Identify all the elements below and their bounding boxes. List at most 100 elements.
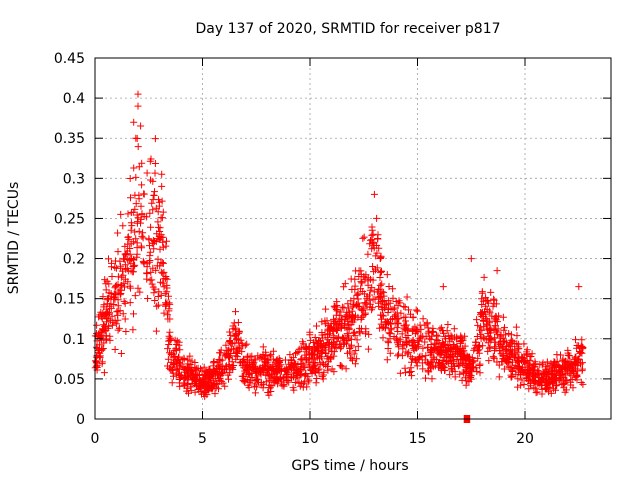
data-point xyxy=(103,277,111,285)
y-tick-label: 0 xyxy=(76,412,85,428)
data-point xyxy=(250,382,258,390)
data-point xyxy=(482,294,490,302)
data-point xyxy=(344,304,352,312)
data-point xyxy=(160,309,168,317)
data-point xyxy=(394,319,401,327)
data-point xyxy=(434,332,442,340)
data-point xyxy=(159,208,167,216)
data-point xyxy=(479,297,487,305)
data-point xyxy=(134,143,142,151)
data-point xyxy=(412,356,420,364)
data-point xyxy=(395,350,402,358)
data-point xyxy=(517,381,525,389)
data-point xyxy=(442,353,450,361)
data-point xyxy=(476,369,484,377)
data-point-peak xyxy=(467,255,475,263)
data-point xyxy=(451,363,458,370)
data-point xyxy=(400,314,408,321)
data-point xyxy=(143,269,151,277)
data-point xyxy=(114,302,122,310)
data-point xyxy=(138,181,146,189)
data-point xyxy=(368,236,376,244)
data-point xyxy=(272,376,280,384)
data-point xyxy=(456,361,464,369)
data-point xyxy=(175,353,183,361)
data-point xyxy=(350,350,358,358)
data-point xyxy=(414,307,421,315)
data-point xyxy=(306,331,314,339)
data-point xyxy=(222,352,230,360)
data-point xyxy=(121,315,129,323)
data-point xyxy=(555,362,563,370)
data-point xyxy=(368,304,376,312)
data-point xyxy=(144,295,152,302)
data-point xyxy=(126,175,134,182)
data-point xyxy=(320,344,328,352)
data-point xyxy=(377,311,385,319)
data-point xyxy=(171,336,179,344)
data-point xyxy=(131,205,139,213)
data-point xyxy=(385,319,392,327)
data-point xyxy=(367,236,374,244)
data-point xyxy=(513,332,521,340)
data-point xyxy=(456,370,464,378)
x-tick-label: 10 xyxy=(301,431,319,447)
data-point xyxy=(347,343,355,351)
data-point xyxy=(322,305,330,313)
data-point xyxy=(484,330,492,338)
data-point xyxy=(333,327,340,334)
data-point xyxy=(504,357,512,365)
data-point xyxy=(230,319,238,327)
data-point xyxy=(393,336,401,344)
data-point xyxy=(531,358,539,366)
data-point xyxy=(133,250,141,258)
data-point xyxy=(399,345,407,353)
data-point xyxy=(490,296,498,304)
data-point xyxy=(290,361,298,369)
data-point xyxy=(407,353,415,361)
data-point xyxy=(478,313,486,320)
data-point xyxy=(428,358,436,366)
data-point xyxy=(157,291,165,299)
data-point xyxy=(240,372,248,380)
data-point xyxy=(344,349,351,357)
data-point xyxy=(369,241,377,249)
data-point xyxy=(314,351,321,359)
data-point xyxy=(453,348,461,355)
data-point xyxy=(379,306,386,314)
data-point xyxy=(293,349,301,356)
data-point xyxy=(352,347,360,354)
y-tick-label: 0.1 xyxy=(63,332,85,348)
grid-lines xyxy=(95,58,611,419)
y-tick-label: 0.05 xyxy=(54,372,85,388)
data-point xyxy=(267,373,275,381)
data-point xyxy=(108,312,116,320)
data-point xyxy=(281,366,289,374)
data-point xyxy=(421,338,429,346)
data-point xyxy=(528,350,536,358)
data-point xyxy=(386,299,394,307)
data-point xyxy=(120,255,127,263)
data-point xyxy=(127,226,135,234)
data-point xyxy=(472,338,480,346)
data-point xyxy=(373,264,381,272)
data-point xyxy=(550,375,558,383)
data-point xyxy=(227,345,235,353)
data-point xyxy=(364,274,372,282)
data-point xyxy=(455,360,462,368)
data-point xyxy=(129,326,137,334)
data-point xyxy=(122,328,130,335)
data-point xyxy=(324,336,332,344)
data-point xyxy=(377,253,385,261)
data-point xyxy=(194,371,202,379)
data-point xyxy=(150,289,158,297)
data-point xyxy=(102,286,110,294)
data-point xyxy=(483,320,491,328)
data-point xyxy=(103,318,110,326)
data-point xyxy=(330,368,338,376)
data-point xyxy=(411,330,419,338)
data-point xyxy=(357,278,365,286)
data-point xyxy=(168,379,176,387)
data-point xyxy=(209,362,217,370)
data-point xyxy=(570,355,578,363)
